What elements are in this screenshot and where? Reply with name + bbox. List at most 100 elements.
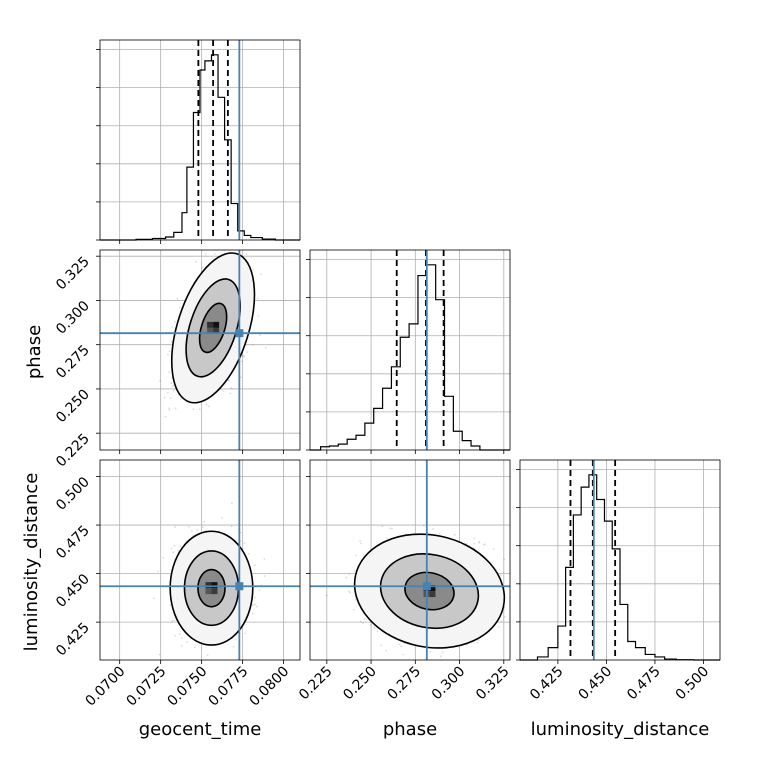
sample-point [172, 385, 175, 387]
sample-point [247, 552, 250, 555]
sample-point [201, 266, 204, 269]
sample-point [258, 334, 261, 337]
density-peak-cell [207, 321, 214, 328]
density-peak-cell [213, 321, 220, 328]
contour-39 [197, 568, 226, 608]
sample-point [203, 520, 206, 523]
sample-point [157, 570, 160, 573]
sample-point [162, 556, 165, 559]
sample-point [168, 409, 171, 411]
sample-point [359, 620, 362, 623]
sample-point [245, 253, 248, 256]
panels-layer: 0.425 0.450 0.475 0.5000.2250.2500.2750.300… [53, 39, 721, 709]
sample-point [389, 527, 391, 530]
sample-point [172, 389, 175, 392]
sample-point [232, 645, 235, 648]
panel-frame-geocent_time-vs-phase [99, 249, 301, 451]
sample-point [231, 502, 233, 504]
density-peak-cell [213, 327, 220, 334]
contour-39 [198, 302, 228, 354]
sample-point [192, 408, 195, 411]
sample-point [220, 517, 223, 519]
sample-point [168, 371, 171, 374]
sample-point [202, 526, 204, 529]
sample-point [196, 528, 199, 531]
sample-point [228, 379, 230, 382]
sample-point [174, 407, 177, 410]
sample-point [253, 596, 256, 599]
histogram-frame-phase [309, 249, 511, 451]
sample-point [263, 558, 266, 560]
density-peak-cell [211, 582, 218, 589]
histogram-luminosity_distance [520, 474, 720, 661]
sample-point [213, 253, 216, 255]
sample-point [164, 415, 167, 418]
sample-point [176, 297, 179, 300]
sample-point [174, 634, 176, 637]
sample-point [251, 612, 254, 615]
density-peak-cell [205, 582, 212, 589]
sample-point [170, 382, 173, 385]
sample-point [172, 551, 175, 554]
panel-frame-geocent_time-vs-luminosity_distance [99, 459, 301, 661]
sample-point [263, 575, 266, 577]
sample-point [169, 397, 172, 399]
sample-point [168, 407, 170, 410]
density-panel-geocent_time-vs-luminosity_distance [153, 502, 266, 657]
sample-point [230, 386, 233, 389]
sample-point [170, 340, 173, 343]
sample-point [195, 260, 197, 263]
histogram-phase [310, 264, 510, 451]
sample-point [174, 526, 177, 528]
sample-point [159, 379, 161, 382]
sample-point [432, 528, 435, 530]
sample-point [179, 545, 182, 548]
sample-point [348, 591, 351, 594]
sample-point [243, 356, 246, 358]
sample-point [240, 360, 243, 363]
sample-point [221, 390, 224, 392]
density-peak-cell [211, 588, 218, 595]
sample-point [178, 633, 181, 635]
sample-point [360, 542, 362, 545]
truth-marker [235, 329, 244, 338]
sample-point [198, 408, 201, 411]
sample-point [492, 548, 495, 550]
sample-point [259, 273, 262, 276]
sample-point [153, 597, 155, 600]
sample-point [252, 268, 255, 271]
density-peak-cell [207, 327, 214, 334]
sample-point [258, 589, 261, 592]
sample-point [170, 547, 173, 550]
truth-marker [235, 582, 244, 591]
sample-point [204, 252, 207, 255]
sample-point [230, 525, 233, 528]
sample-point [242, 354, 245, 357]
sample-point [251, 344, 254, 347]
sample-point [254, 564, 256, 567]
histogram-frame-luminosity_distance [519, 459, 721, 661]
sample-point [166, 391, 169, 394]
sample-point [190, 530, 193, 533]
sample-point [264, 346, 267, 349]
sample-point [168, 350, 171, 353]
sample-point [178, 306, 181, 309]
sample-point [171, 620, 174, 622]
sample-point [252, 604, 254, 606]
sample-point [234, 638, 237, 641]
sample-point [171, 326, 174, 328]
sample-point [385, 649, 387, 652]
contour-86 [185, 278, 241, 378]
density-panel-geocent_time-vs-phase [159, 251, 267, 418]
sample-point [169, 604, 172, 606]
sample-point [256, 297, 259, 300]
histogram-frame-geocent_time [99, 39, 301, 241]
sample-point [229, 392, 232, 395]
sample-point [173, 544, 176, 547]
sample-point [173, 619, 175, 622]
sample-point [253, 603, 256, 606]
sample-point [504, 606, 506, 609]
sample-point [205, 403, 208, 406]
sample-point [193, 646, 196, 649]
